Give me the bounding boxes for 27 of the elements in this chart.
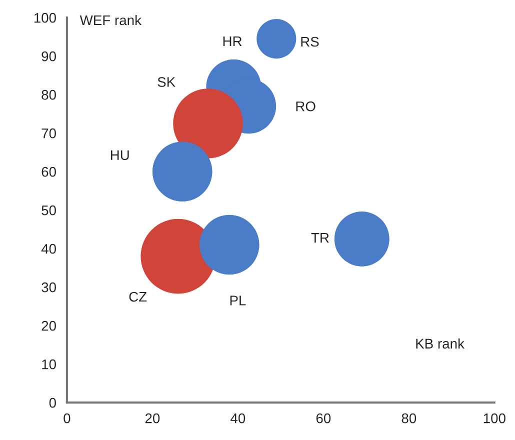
y-tick-label: 100 xyxy=(34,12,56,23)
annotation: RS xyxy=(301,36,319,47)
annotation: TR xyxy=(311,233,329,243)
x-tick-label: 20 xyxy=(145,413,160,424)
y-tick-label: 0 xyxy=(49,398,56,408)
y-tick-label: 30 xyxy=(42,282,56,292)
y-axis-title: WEF rank xyxy=(80,14,142,26)
x-tick-label: 60 xyxy=(316,413,331,424)
annotation: CZ xyxy=(129,292,147,302)
y-tick-label: 20 xyxy=(42,320,56,331)
annotation: HR xyxy=(223,36,242,46)
annotation: HU xyxy=(110,150,129,160)
x-axis-title: KB rank xyxy=(416,338,464,349)
x-tick-label: 40 xyxy=(230,413,246,424)
y-tick-label: 90 xyxy=(42,51,56,62)
x-tick-label: 0 xyxy=(64,413,70,424)
y-tick-label: 50 xyxy=(42,205,56,216)
y-tick-label: 80 xyxy=(42,90,56,100)
annotation: PL xyxy=(230,296,246,306)
x-tick-label: 100 xyxy=(484,413,506,424)
annotation: SK xyxy=(158,77,176,87)
x-tick-label: 80 xyxy=(402,413,416,424)
y-tick-label: 10 xyxy=(42,359,56,370)
y-tick-label: 40 xyxy=(41,244,56,254)
annotation: RO xyxy=(296,101,316,112)
y-tick-label: 60 xyxy=(42,166,56,177)
y-tick-label: 70 xyxy=(42,128,56,138)
